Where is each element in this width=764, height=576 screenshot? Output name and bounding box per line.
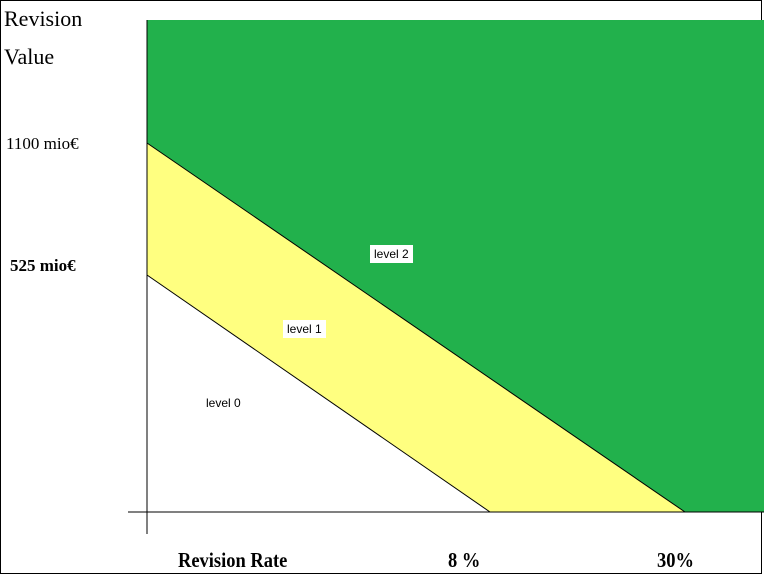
y-axis-title-line1: Revision — [4, 6, 83, 31]
x-tick-30: 30% — [657, 548, 694, 572]
region-label-level-2: level 2 — [370, 245, 413, 263]
boundary-line-level-2 — [146, 142, 686, 513]
y-tick-525: 525 mio€ — [10, 256, 76, 275]
y-tick-1100: 1100 mio€ — [6, 134, 79, 153]
x-tick-8: 8 % — [448, 548, 481, 572]
x-axis-title: Revision Rate — [178, 548, 288, 572]
boundary-line-level-1 — [146, 274, 491, 513]
region-level-2 — [147, 20, 764, 512]
y-axis-title-line2: Value — [4, 44, 55, 69]
region-label-level-1: level 1 — [283, 320, 326, 338]
region-label-level-0: level 0 — [206, 396, 241, 410]
